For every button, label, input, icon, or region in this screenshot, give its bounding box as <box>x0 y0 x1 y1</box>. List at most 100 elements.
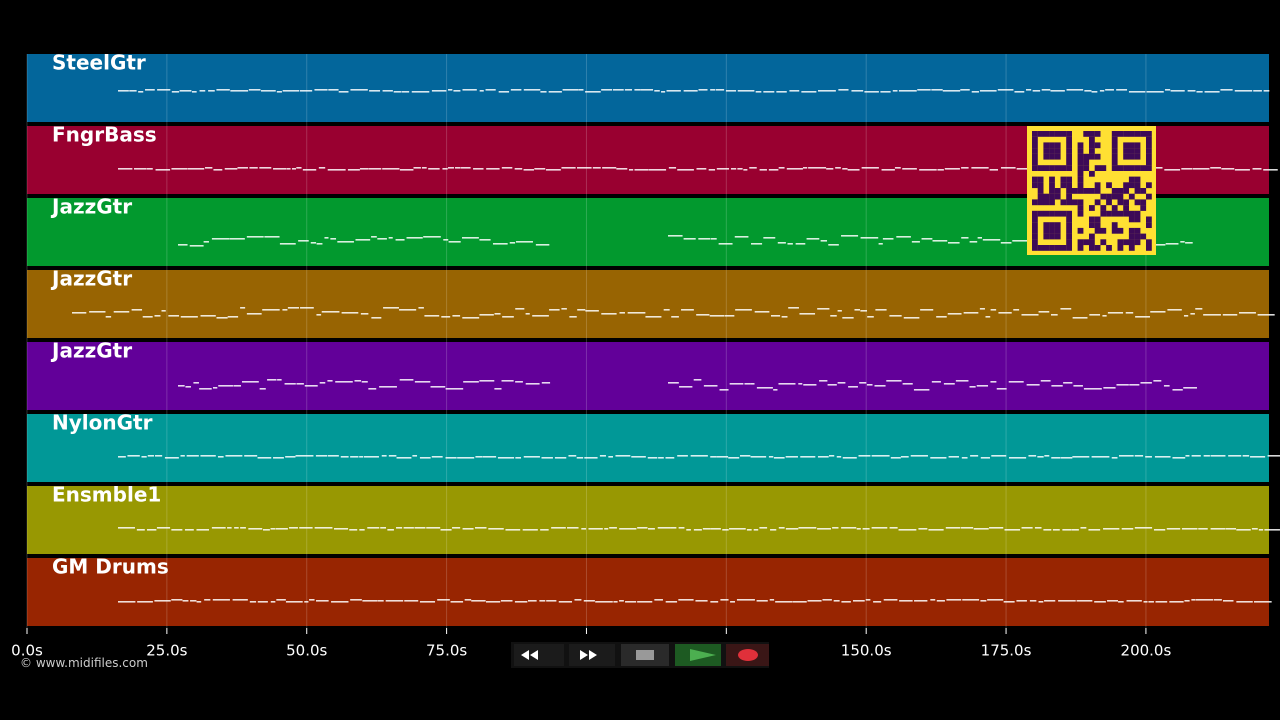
track-name: NylonGtr <box>52 411 153 435</box>
note <box>735 309 752 311</box>
note <box>199 388 212 390</box>
note <box>828 244 839 246</box>
note <box>612 89 624 91</box>
note <box>1094 601 1106 603</box>
note <box>647 528 655 530</box>
note <box>1225 528 1237 530</box>
record-button[interactable] <box>726 644 769 666</box>
note <box>1073 385 1083 387</box>
qr-module <box>1146 245 1152 251</box>
note <box>944 168 960 170</box>
qr-module <box>1032 210 1038 217</box>
qr-module <box>1089 142 1095 149</box>
note <box>1016 168 1031 170</box>
note <box>858 455 871 457</box>
note <box>229 238 245 240</box>
note <box>118 168 133 170</box>
transport-controls <box>511 642 769 668</box>
note <box>430 386 446 388</box>
note <box>371 236 377 238</box>
qr-module <box>1049 227 1055 234</box>
note <box>608 456 613 458</box>
note <box>182 600 189 602</box>
play-button[interactable] <box>675 644 721 666</box>
note <box>327 380 333 382</box>
note <box>440 529 452 531</box>
qr-module <box>1032 165 1038 171</box>
note <box>1060 457 1073 459</box>
note <box>1014 91 1025 93</box>
note <box>763 91 775 93</box>
note <box>911 241 920 243</box>
qr-module <box>1094 222 1101 228</box>
note <box>654 90 660 92</box>
note <box>943 383 955 385</box>
note <box>775 601 793 603</box>
qr-code <box>1027 126 1156 255</box>
note <box>347 169 360 171</box>
note <box>244 455 258 457</box>
note <box>818 90 836 92</box>
note <box>368 168 382 170</box>
note <box>778 167 785 169</box>
qr-module <box>1128 239 1135 246</box>
note <box>914 600 928 602</box>
note <box>1210 167 1221 169</box>
note <box>619 600 624 602</box>
note <box>899 600 913 602</box>
note <box>798 527 817 529</box>
note <box>1080 527 1087 529</box>
note <box>744 383 751 385</box>
note <box>1210 455 1226 457</box>
note <box>479 90 484 92</box>
note <box>1155 601 1168 603</box>
note <box>419 457 431 459</box>
note <box>321 311 340 313</box>
qr-module <box>1094 165 1101 171</box>
note <box>216 89 230 91</box>
note <box>522 529 538 531</box>
qr-module <box>1140 131 1147 137</box>
note <box>955 380 969 382</box>
qr-module <box>1054 233 1061 240</box>
rewind-button[interactable] <box>514 644 564 666</box>
note <box>1146 91 1164 93</box>
note <box>1050 90 1065 92</box>
note <box>932 240 948 242</box>
qr-module <box>1140 205 1147 211</box>
note <box>961 457 968 459</box>
qr-module <box>1123 148 1129 154</box>
forward-button[interactable] <box>569 644 615 666</box>
qr-module <box>1037 176 1044 183</box>
qr-module <box>1083 165 1090 171</box>
qr-module <box>1094 182 1101 189</box>
note <box>1034 527 1042 529</box>
qr-module <box>1089 136 1095 143</box>
note <box>1126 600 1142 602</box>
note <box>969 386 976 388</box>
stop-button[interactable] <box>621 644 669 666</box>
qr-module <box>1032 233 1038 240</box>
qr-module <box>1066 136 1072 143</box>
note <box>424 315 440 317</box>
note <box>327 169 346 171</box>
note <box>960 89 970 91</box>
note <box>875 309 887 311</box>
note <box>486 168 500 170</box>
note <box>388 455 397 457</box>
note <box>625 601 637 603</box>
note <box>1037 456 1044 458</box>
note <box>273 457 284 459</box>
note <box>889 315 902 317</box>
qr-module <box>1032 227 1038 234</box>
note <box>856 528 861 530</box>
note <box>866 384 873 386</box>
note <box>785 528 799 530</box>
note <box>930 457 947 459</box>
qr-module <box>1043 148 1050 154</box>
note <box>545 169 561 171</box>
qr-module <box>1077 245 1084 251</box>
note <box>248 528 263 530</box>
qr-module <box>1037 210 1044 217</box>
note <box>585 91 601 93</box>
